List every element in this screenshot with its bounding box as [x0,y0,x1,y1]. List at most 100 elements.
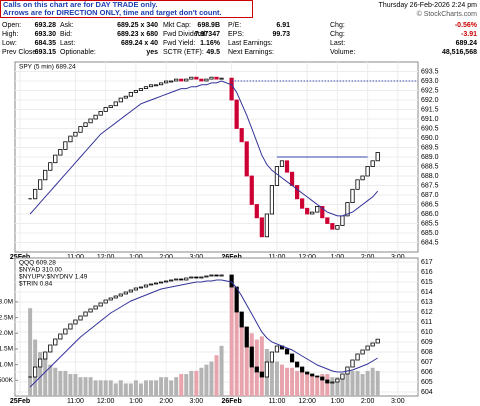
candle [83,311,88,317]
quote-value: -3.91 [461,31,477,38]
y2-tick-label: 1.0M [0,361,13,368]
quote-label: Fwd Yield: [163,40,195,47]
volume-bar [58,370,63,396]
candle [320,376,325,381]
x-tick-label: 1:00 [129,398,143,405]
y-tick-label: 685.5 [421,220,439,227]
candle [365,345,370,351]
x-tick-label: 11:00 [268,398,285,405]
candle [199,276,204,279]
candle [63,328,68,335]
candle [300,198,305,209]
candle [143,86,149,89]
volume-bar [204,364,209,396]
candle [153,282,159,285]
quote-value: 689.24 [456,40,478,47]
volume-bar [159,377,164,396]
candle [330,223,335,230]
candle [254,204,259,219]
quote-label: EPS: [228,31,244,38]
quote-label: Prev Close: [2,49,38,56]
notice-line: Arrows are for DIRECTION ONLY, time and … [3,8,222,17]
y-tick-label: 689.0 [421,154,439,161]
x-tick-label: 26Feb [221,398,241,405]
quote-label: Volume: [330,49,355,56]
candle [194,76,199,80]
candle [73,131,78,137]
candle [254,366,259,373]
candle [68,135,73,143]
candle [103,299,108,304]
volume-bar [194,370,199,396]
candle [325,217,330,224]
y-tick-label: 693.5 [421,68,439,75]
y-tick-label: 691.0 [421,116,439,123]
volume-bar [154,380,159,396]
volume-bar [239,317,244,396]
volume-bar [38,352,43,396]
volume-bar [133,380,138,396]
candle [158,82,164,86]
quote-label: Open: [2,22,21,29]
candle [269,351,275,363]
quote-value: 693.15 [35,49,57,56]
volume-bar [128,383,133,396]
candle [143,284,149,288]
y-tick-label: 617 [421,259,433,266]
volume-bar [108,380,113,396]
quote-value: 6.91 [276,22,290,29]
volume-bar [259,336,264,396]
candle [234,99,239,129]
candle [174,278,179,281]
candle [63,141,68,150]
candle [108,105,113,108]
quote-value: 693.28 [35,22,57,29]
y-tick-label: 612 [421,309,433,316]
candle [83,122,88,128]
quote-value: 48,516,568 [442,49,477,56]
candle [108,297,113,301]
candle [335,224,340,230]
volume-bar [43,358,48,396]
quote-label: Mkt Cap: [163,22,191,29]
candle [113,101,118,107]
x-tick-label: 26Feb [221,254,241,261]
y-tick-label: 685.0 [421,230,439,237]
y-tick-label: 687.5 [421,182,439,189]
legend-entry: QQQ 609.28 [19,260,56,267]
candle [184,78,189,82]
y-tick-label: 615 [421,279,433,286]
candle [284,348,290,355]
candle [370,342,375,347]
x-tick-label: 1:00 [331,398,345,405]
candle [370,160,375,167]
candle [340,215,345,226]
candle [88,118,93,124]
volume-bar [365,370,370,396]
candle [259,217,264,238]
volume-bar [214,355,219,396]
y-tick-label: 692.0 [421,97,439,104]
candle [123,95,128,99]
candle [310,211,315,215]
candle [48,162,53,171]
candle [239,311,244,328]
moving-average [29,279,378,388]
candle [244,141,249,177]
y2-tick-label: 500K [0,377,14,384]
quote-value: 689.25 x 340 [117,22,158,29]
x-tick-label: 1:00 [129,254,143,261]
candle [78,315,83,321]
volume-bar [290,367,295,396]
volume-bar [113,383,118,396]
volume-bar [234,305,239,396]
candle [209,76,214,80]
volume-bar [320,374,325,396]
volume-bar [370,367,375,396]
y-tick-label: 692.5 [421,87,439,94]
candle [239,128,244,143]
candle [274,166,280,186]
y-tick-label: 604 [421,389,433,396]
candle [179,78,184,82]
